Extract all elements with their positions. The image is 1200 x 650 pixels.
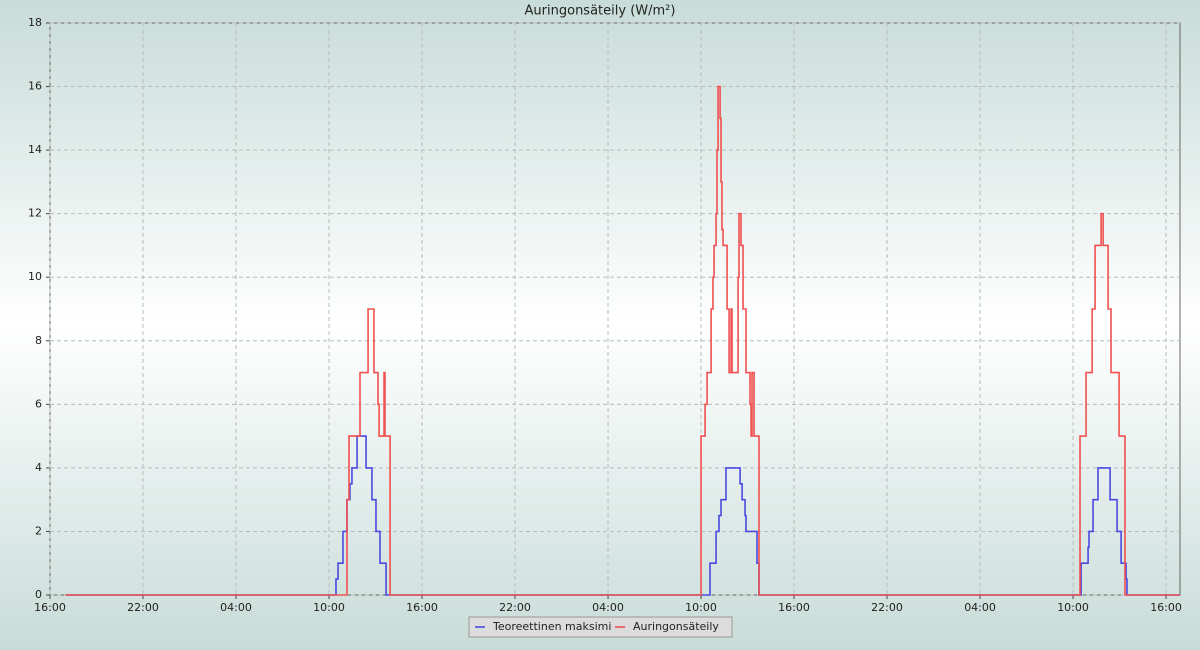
legend-label: Teoreettinen maksimi: [492, 620, 611, 633]
legend-label: Auringonsäteily: [633, 620, 719, 633]
y-tick-label: 2: [35, 524, 42, 537]
x-tick-label: 22:00: [499, 601, 531, 614]
x-tick-label: 16:00: [34, 601, 66, 614]
y-tick-label: 16: [28, 80, 42, 93]
x-tick-label: 04:00: [592, 601, 624, 614]
x-tick-label: 22:00: [871, 601, 903, 614]
x-tick-label: 04:00: [964, 601, 996, 614]
data-line: [65, 435, 1180, 596]
y-tick-label: 12: [28, 207, 42, 220]
x-tick-label: 16:00: [1150, 601, 1182, 614]
data-line: [65, 85, 1180, 596]
y-tick-label: 8: [35, 334, 42, 347]
x-tick-label: 22:00: [127, 601, 159, 614]
y-tick-label: 6: [35, 397, 42, 410]
y-tick-label: 10: [28, 270, 42, 283]
y-tick-label: 0: [35, 588, 42, 601]
x-tick-label: 10:00: [313, 601, 345, 614]
y-tick-label: 14: [28, 143, 42, 156]
y-tick-label: 4: [35, 461, 42, 474]
x-tick-label: 16:00: [778, 601, 810, 614]
y-tick-label: 18: [28, 16, 42, 29]
legend: Teoreettinen maksimi Auringonsäteily: [468, 616, 733, 638]
x-tick-label: 16:00: [406, 601, 438, 614]
legend-box: [468, 616, 733, 638]
x-tick-label: 10:00: [685, 601, 717, 614]
x-tick-label: 10:00: [1057, 601, 1089, 614]
x-tick-label: 04:00: [220, 601, 252, 614]
chart-title: Auringonsäteily (W/m²): [525, 4, 676, 19]
